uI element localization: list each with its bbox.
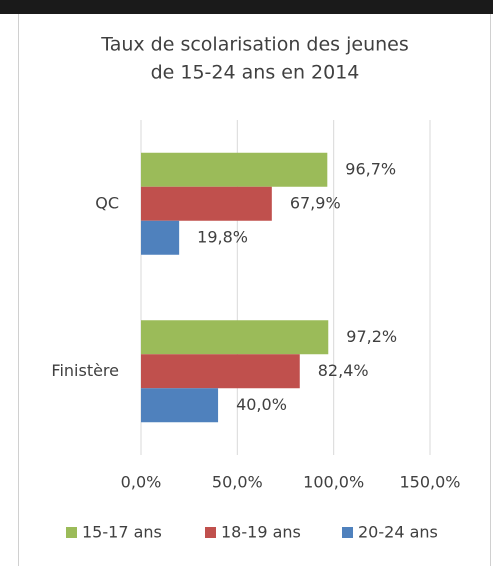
data-label: 40,0% [236, 395, 287, 414]
legend-label: 18-19 ans [221, 523, 301, 542]
chart-title: de 15-24 ans en 2014 [151, 62, 360, 84]
bar [141, 388, 219, 423]
bar [141, 152, 328, 187]
legend-label: 15-17 ans [82, 523, 162, 542]
bar [141, 354, 300, 389]
data-label: 96,7% [345, 159, 396, 178]
legend-label: 20-24 ans [358, 523, 438, 542]
data-label: 19,8% [197, 227, 248, 246]
data-label: 97,2% [346, 327, 397, 346]
x-tick-label: 100,0% [303, 473, 364, 492]
y-tick-label: Finistère [51, 361, 119, 380]
bar [141, 186, 272, 221]
data-label: 82,4% [318, 361, 369, 380]
bar [141, 220, 180, 255]
legend-swatch [66, 527, 77, 538]
x-tick-label: 150,0% [399, 473, 460, 492]
x-tick-label: 0,0% [121, 473, 162, 492]
data-label: 67,9% [290, 193, 341, 212]
legend-swatch [205, 527, 216, 538]
y-tick-label: QC [95, 193, 119, 212]
chart-title: Taux de scolarisation des jeunes [100, 34, 409, 56]
top-border [0, 0, 493, 14]
x-tick-label: 50,0% [212, 473, 263, 492]
legend-swatch [342, 527, 353, 538]
bar [141, 320, 329, 355]
